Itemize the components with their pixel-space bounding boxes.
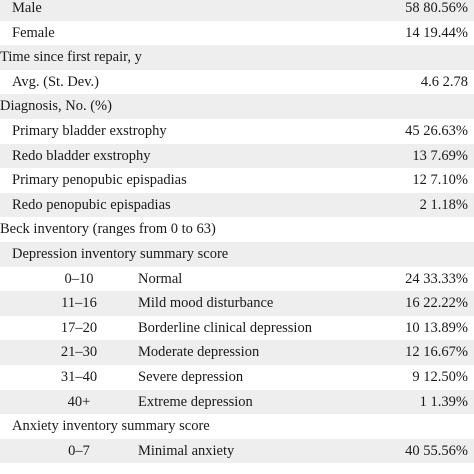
subsection-header-row: Depression inventory summary score: [0, 241, 474, 267]
score-range: 31–40: [60, 368, 98, 385]
table-row: Redo bladder exstrophy 13 7.69%: [0, 143, 474, 169]
row-value: 13 7.69%: [412, 147, 468, 164]
row-value: 16 22.22%: [405, 295, 468, 312]
row-value: 12 16.67%: [405, 344, 468, 361]
row-label: Minimal anxiety: [138, 442, 235, 459]
section-header-row: Time since first repair, y: [0, 45, 474, 70]
score-range: 21–30: [60, 344, 98, 361]
table-row: 40+ Extreme depression 1 1.39%: [0, 389, 474, 415]
table-row: Avg. (St. Dev.) 4.6 2.78: [0, 70, 474, 95]
score-range: 0–7: [68, 442, 90, 459]
table-row: Primary bladder exstrophy 45 26.63%: [0, 119, 474, 144]
subsection-title: Anxiety inventory summary score: [12, 418, 210, 435]
row-value: 10 13.89%: [405, 319, 468, 336]
section-title: Time since first repair, y: [0, 49, 142, 66]
table-row: Male 58 80.56%: [0, 0, 474, 21]
section-header-row: Diagnosis, No. (%): [0, 94, 474, 119]
section-header-row: Beck inventory (ranges from 0 to 63): [0, 217, 474, 242]
table-row: 21–30 Moderate depression 12 16.67%: [0, 340, 474, 365]
row-label: Primary bladder exstrophy: [12, 122, 167, 139]
row-label: Moderate depression: [138, 344, 260, 361]
row-label: Extreme depression: [138, 393, 253, 410]
row-label: Redo bladder exstrophy: [12, 147, 151, 164]
score-range: 0–10: [64, 270, 94, 287]
row-value: 40 55.56%: [405, 442, 468, 459]
row-value: 24 33.33%: [405, 270, 468, 287]
row-label: Mild mood disturbance: [138, 295, 274, 312]
table-row: 11–16 Mild mood disturbance 16 22.22%: [0, 291, 474, 316]
table-row: Redo penopubic epispadias 2 1.18%: [0, 192, 474, 218]
subsection-title: Depression inventory summary score: [12, 245, 229, 262]
score-range: 17–20: [60, 319, 98, 336]
row-value: 45 26.63%: [405, 122, 468, 139]
section-title: Diagnosis, No. (%): [0, 98, 112, 115]
table-row: Primary penopubic epispadias 12 7.10%: [0, 168, 474, 193]
table-row: Female 14 19.44%: [0, 21, 474, 46]
table-row: 31–40 Severe depression 9 12.50%: [0, 365, 474, 390]
score-range: 11–16: [61, 295, 97, 312]
row-label: Primary penopubic epispadias: [12, 172, 187, 189]
row-value: 12 7.10%: [412, 172, 468, 189]
row-value: 2 1.18%: [419, 196, 468, 213]
section-title: Beck inventory (ranges from 0 to 63): [0, 221, 216, 238]
table-row: 0–10 Normal 24 33.33%: [0, 267, 474, 292]
row-label: Redo penopubic epispadias: [12, 196, 171, 213]
row-label: Borderline clinical depression: [138, 319, 312, 336]
score-range: 40+: [67, 393, 91, 410]
row-value: 14 19.44%: [405, 24, 468, 41]
row-label: Severe depression: [138, 368, 244, 385]
row-label: Male: [12, 0, 42, 16]
row-value: 58 80.56%: [405, 0, 468, 16]
table-row: 17–20 Borderline clinical depression 10 13…: [0, 316, 474, 341]
row-value: 9 12.50%: [412, 368, 468, 385]
table-row: 0–7 Minimal anxiety 40 55.56%: [0, 438, 474, 464]
row-label: Normal: [138, 270, 183, 287]
row-value: 1 1.39%: [419, 393, 468, 410]
row-label: Female: [12, 24, 55, 41]
subsection-header-row: Anxiety inventory summary score: [0, 414, 474, 439]
demographics-table: Male 58 80.56% Female 14 19.44% Time since f…: [0, 0, 474, 464]
row-value: 4.6 2.78: [420, 73, 468, 90]
row-label: Avg. (St. Dev.): [12, 73, 99, 90]
